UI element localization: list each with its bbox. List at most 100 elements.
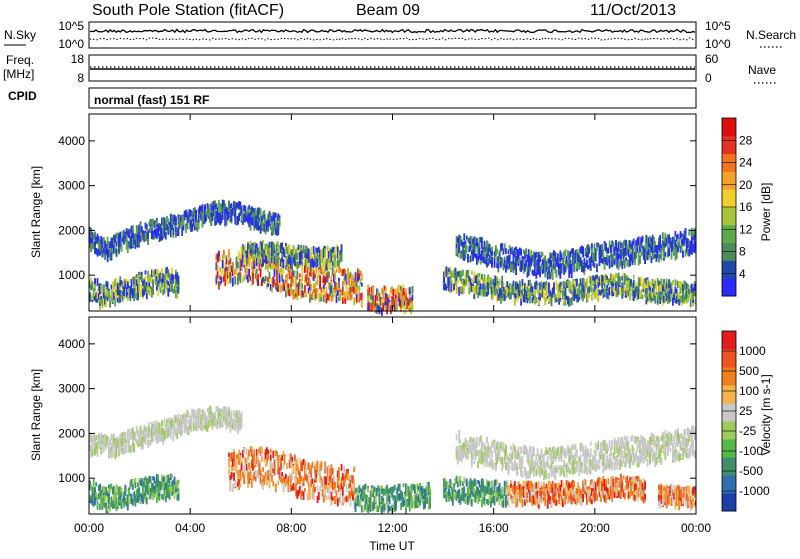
echo-cell [267,454,269,460]
echo-cell [113,433,115,438]
echo-cell [107,281,109,289]
noise-right-label: N.Search [746,28,796,42]
echo-cell [240,275,242,283]
echo-cell [412,301,414,306]
echo-cell [594,263,596,268]
figure-title: South Pole Station (fitACF) [92,2,284,19]
colorbar-tick-label: 12 [739,222,753,236]
echo-cell [480,283,482,289]
echo-cell [138,283,140,288]
echo-cell [591,294,593,300]
echo-cell [178,480,180,485]
echo-cell [217,271,219,278]
freq-traces [90,67,695,69]
echo-cell [232,483,234,491]
echo-cell [361,299,363,308]
colorbar-tick-label: 4 [739,267,746,281]
y-tick-label: 4000 [58,134,85,148]
echo-cell [121,243,123,252]
nsearch-trace [90,38,695,40]
echo-cell [301,275,303,281]
echo-cell [277,226,279,230]
echo-cell [466,247,468,253]
noise-panel-frame [89,22,696,48]
echo-cell [503,283,505,287]
noise-right-tick-top: 10^5 [705,19,731,33]
echo-cell [274,462,276,467]
echo-cell [245,245,247,250]
echo-cell [199,409,201,416]
echo-cell [288,284,290,288]
echo-cell [337,290,339,296]
freq-label-line2: [MHz] [3,67,34,81]
echo-cell [505,248,507,254]
echo-cell [293,278,295,286]
echo-cell [251,446,253,450]
echo-cell [95,482,97,486]
echo-cell [236,460,238,468]
echo-cell [496,249,498,254]
echo-cell [173,228,175,235]
echo-cell [232,262,234,266]
echo-cell [286,463,288,469]
echo-cell [250,256,252,263]
echo-cell [515,268,517,276]
echo-cell [283,259,285,268]
echo-cell [241,420,243,428]
echo-cell [329,263,331,269]
echo-cell [181,430,183,436]
echo-cell [252,276,254,285]
echo-cell [471,271,473,275]
echo-cell [165,232,167,240]
echo-cell [246,259,248,266]
echo-cell [301,284,303,289]
echo-cell [319,275,321,283]
echo-cell [633,280,635,289]
echo-cell [361,273,363,281]
echo-cell [396,303,398,310]
echo-cell [272,481,274,486]
echo-cell [556,270,558,277]
colorbar-cell [722,207,736,225]
echo-cell [171,268,173,273]
echo-cell [589,292,591,298]
echo-cell [178,488,180,495]
echo-cell [490,280,492,285]
power-ylabel: Slant Range [km] [29,166,43,258]
echo-cell [108,495,110,500]
echo-cell [269,272,271,279]
echo-cell [565,288,567,296]
colorbar-tick-label: 28 [739,133,753,147]
echo-cell [534,290,536,296]
echo-cell [573,264,575,272]
noise-left-label: N.Sky [4,28,36,42]
echo-cell [317,280,319,285]
echo-cell [491,257,493,263]
echo-cell [412,295,414,301]
echo-cell [610,246,612,252]
echo-cell [481,274,483,279]
echo-cell [353,298,355,306]
colorbar-cell [722,171,736,189]
echo-cell [270,449,272,454]
echo-cell [584,258,586,263]
echo-cell [582,247,584,252]
echo-cell [260,269,262,277]
echo-cell [280,463,282,470]
echo-cell [654,296,656,304]
echo-cell [265,472,267,477]
nave-tick-top: 60 [705,52,719,66]
echo-cell [275,484,277,493]
echo-cell [281,455,283,461]
echo-cell [324,249,326,258]
echo-cell [231,410,233,415]
echo-cell [358,285,360,290]
echo-cell [94,284,96,289]
freq-panel-frame [89,55,696,81]
echo-cell [233,473,235,482]
echo-cell [269,278,271,284]
echo-cell [223,250,225,255]
